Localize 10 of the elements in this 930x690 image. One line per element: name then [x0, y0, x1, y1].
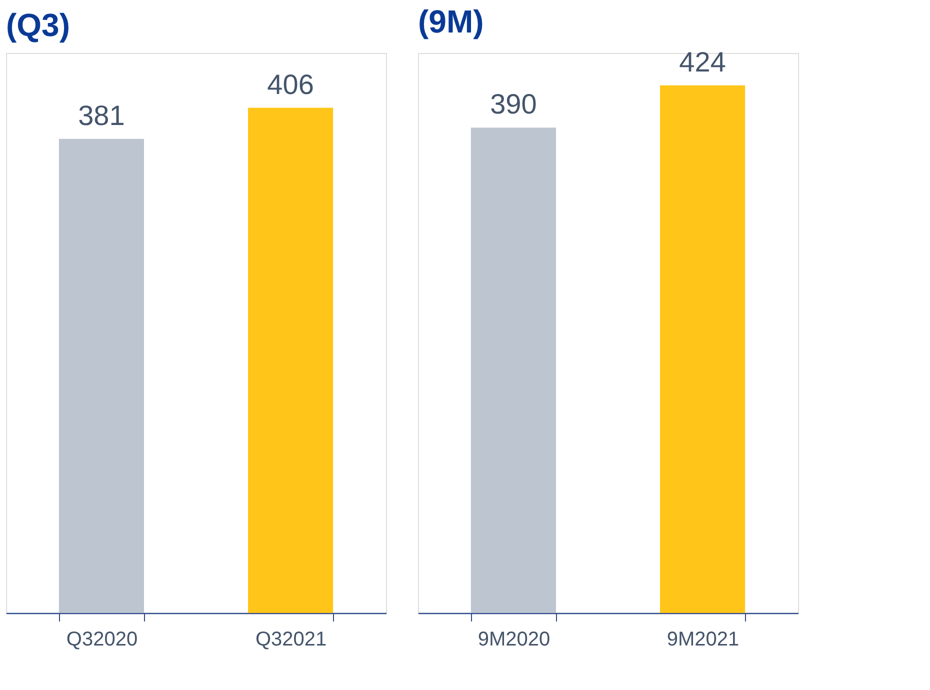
- x-tick-label: 9M2020: [478, 628, 550, 650]
- data-label: 390: [490, 88, 537, 120]
- data-label: 381: [78, 100, 125, 131]
- x-tick-label: Q32021: [255, 628, 327, 650]
- x-tick-label: Q32020: [66, 628, 138, 650]
- chart-title: (9M): [418, 3, 484, 40]
- data-label: 424: [679, 46, 726, 78]
- data-label: 406: [267, 68, 314, 100]
- chart-title: (Q3): [6, 7, 70, 43]
- x-tick-label: 9M2021: [666, 628, 740, 650]
